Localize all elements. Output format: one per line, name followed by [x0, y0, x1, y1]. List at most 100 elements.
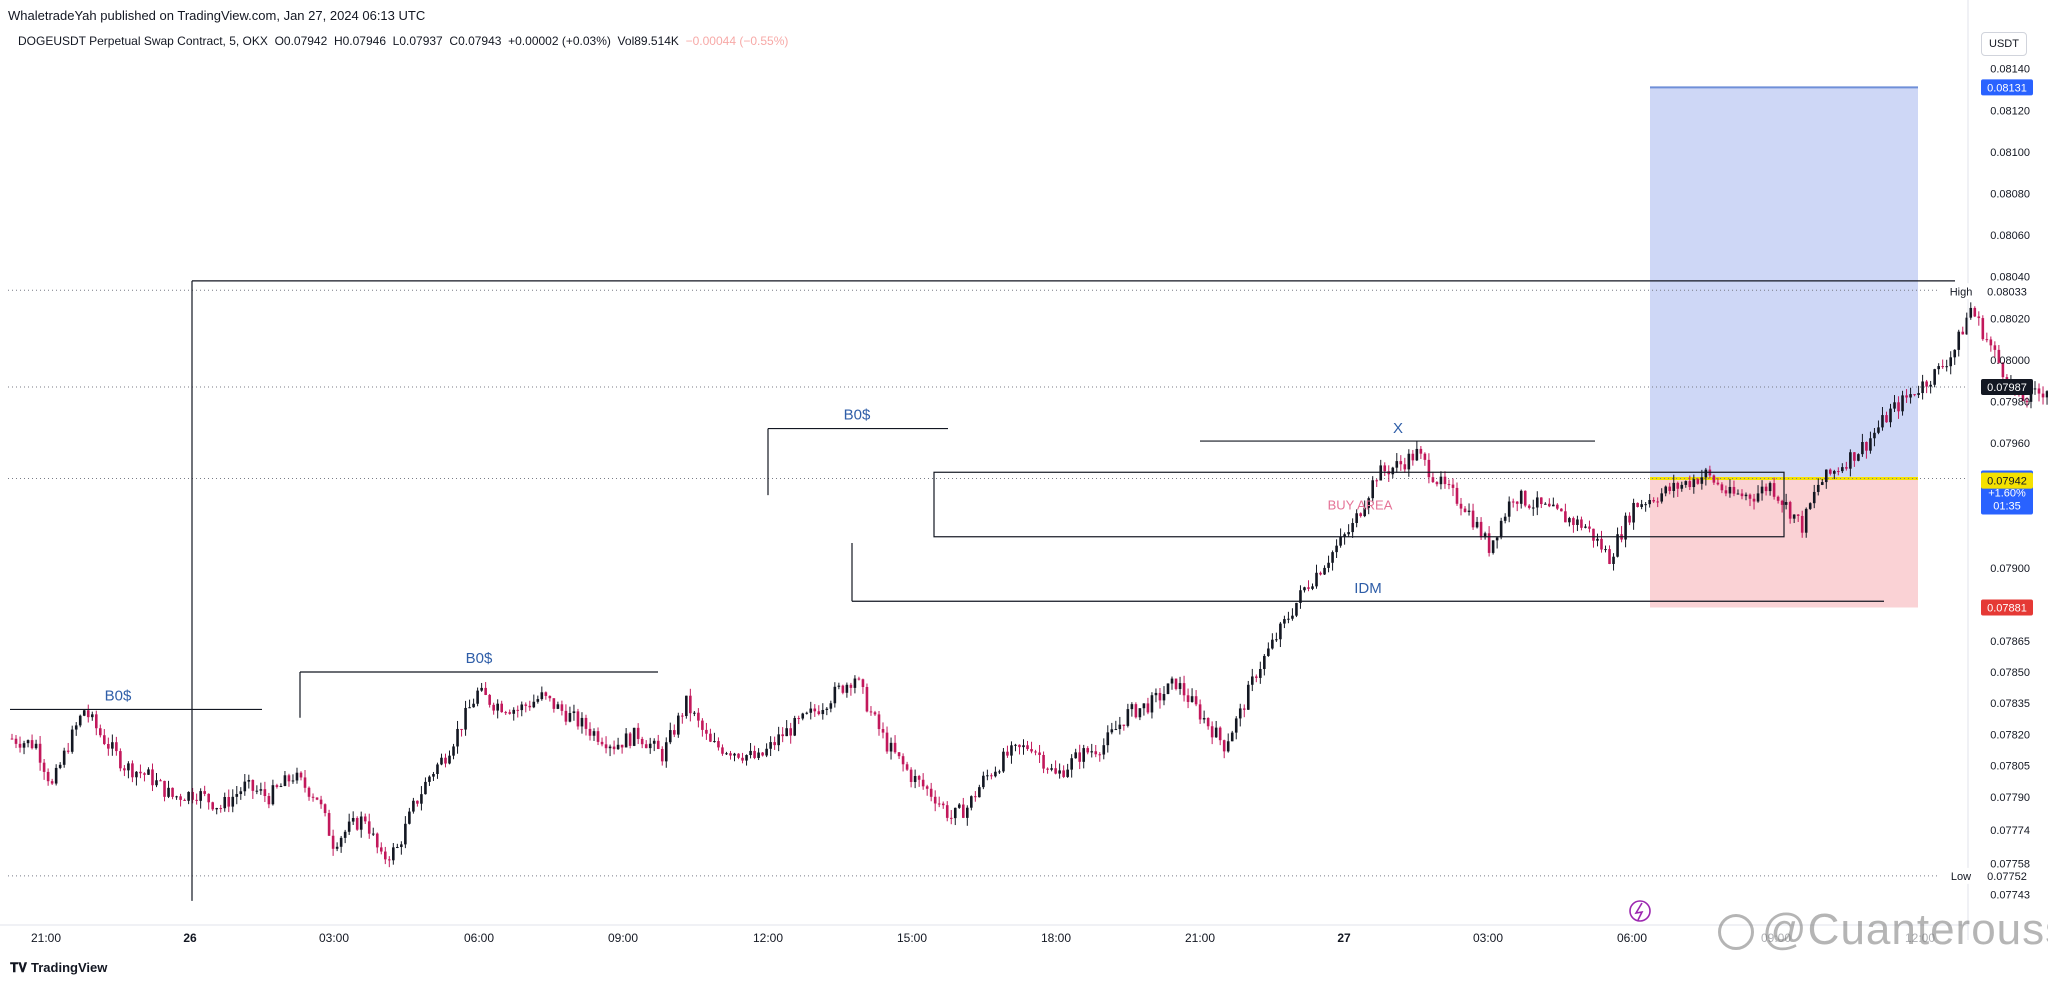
candle[interactable]	[1680, 484, 1684, 489]
candle[interactable]	[456, 728, 459, 747]
candle[interactable]	[42, 762, 46, 772]
candle[interactable]	[1985, 339, 1989, 341]
candle[interactable]	[548, 695, 552, 699]
candle[interactable]	[540, 692, 544, 700]
candle[interactable]	[961, 804, 965, 818]
target-zone[interactable]	[1650, 87, 1918, 479]
candle[interactable]	[1383, 465, 1387, 472]
candle[interactable]	[556, 704, 560, 709]
candle[interactable]	[1523, 490, 1527, 506]
candle[interactable]	[945, 805, 949, 818]
candle[interactable]	[1576, 519, 1579, 525]
candle[interactable]	[1816, 484, 1820, 492]
candle[interactable]	[1596, 538, 1599, 541]
candle[interactable]	[111, 742, 114, 749]
candle[interactable]	[1544, 503, 1547, 505]
candle[interactable]	[1403, 464, 1407, 470]
candle[interactable]	[1287, 618, 1290, 620]
candle[interactable]	[1263, 655, 1266, 670]
candle[interactable]	[1588, 526, 1591, 529]
candle[interactable]	[889, 742, 893, 752]
candle[interactable]	[127, 763, 130, 771]
candle[interactable]	[94, 714, 98, 729]
candle[interactable]	[1070, 758, 1073, 770]
candle[interactable]	[797, 718, 801, 720]
candle[interactable]	[1355, 513, 1358, 524]
candle[interactable]	[1006, 751, 1009, 756]
candle[interactable]	[1564, 511, 1567, 523]
candle[interactable]	[861, 679, 865, 688]
candle[interactable]	[885, 732, 889, 752]
candle[interactable]	[1792, 514, 1796, 519]
candle[interactable]	[1845, 467, 1848, 469]
candle[interactable]	[1222, 740, 1226, 752]
candle[interactable]	[167, 787, 170, 797]
candle[interactable]	[1600, 538, 1603, 550]
candle[interactable]	[404, 823, 407, 845]
candle[interactable]	[1804, 508, 1808, 533]
candle[interactable]	[769, 742, 772, 749]
candle[interactable]	[1833, 471, 1836, 474]
candle[interactable]	[729, 753, 732, 756]
candle[interactable]	[279, 785, 283, 787]
candle[interactable]	[1134, 704, 1138, 718]
candle[interactable]	[1162, 694, 1166, 701]
candle[interactable]	[536, 699, 540, 702]
candle[interactable]	[1226, 741, 1230, 752]
candle[interactable]	[343, 831, 347, 838]
candle[interactable]	[1720, 484, 1724, 491]
candle[interactable]	[1463, 508, 1467, 513]
candle[interactable]	[115, 742, 118, 752]
candle[interactable]	[243, 781, 247, 792]
candle[interactable]	[1407, 453, 1411, 470]
candle[interactable]	[424, 781, 427, 795]
candle[interactable]	[986, 775, 989, 777]
candle[interactable]	[34, 743, 38, 749]
candle[interactable]	[295, 772, 299, 781]
candle[interactable]	[1937, 366, 1940, 370]
candle[interactable]	[1752, 498, 1756, 502]
candle[interactable]	[231, 796, 235, 807]
candle[interactable]	[247, 779, 251, 782]
candle[interactable]	[1909, 394, 1912, 398]
candle[interactable]	[865, 687, 869, 712]
candle[interactable]	[1700, 477, 1704, 484]
currency-button[interactable]: USDT	[1981, 32, 2027, 56]
candle[interactable]	[452, 746, 455, 756]
candle[interactable]	[1487, 533, 1491, 553]
candle[interactable]	[1648, 500, 1651, 505]
candle[interactable]	[1869, 438, 1872, 451]
candle[interactable]	[30, 740, 34, 749]
candle[interactable]	[1154, 692, 1158, 696]
candle[interactable]	[119, 751, 122, 769]
candle[interactable]	[1676, 482, 1680, 489]
candle[interactable]	[1736, 493, 1740, 495]
candle[interactable]	[664, 742, 668, 762]
candle[interactable]	[287, 775, 291, 782]
candle[interactable]	[761, 752, 764, 756]
candle[interactable]	[580, 717, 584, 727]
candle[interactable]	[1018, 744, 1021, 748]
candle[interactable]	[1949, 357, 1953, 367]
candle[interactable]	[717, 741, 720, 748]
candle[interactable]	[990, 775, 993, 777]
candle[interactable]	[26, 740, 30, 744]
candle[interactable]	[1427, 459, 1431, 478]
candle[interactable]	[789, 728, 792, 736]
candle[interactable]	[693, 712, 696, 714]
candle[interactable]	[323, 804, 327, 814]
candle[interactable]	[375, 833, 379, 848]
candle[interactable]	[966, 807, 969, 818]
candle[interactable]	[1094, 751, 1098, 755]
candle[interactable]	[741, 757, 744, 761]
candle[interactable]	[1443, 476, 1447, 485]
candle[interactable]	[801, 713, 805, 719]
candle[interactable]	[303, 777, 307, 788]
candle[interactable]	[809, 708, 813, 713]
candle[interactable]	[1548, 503, 1551, 507]
candle[interactable]	[978, 787, 981, 798]
candle[interactable]	[1652, 500, 1655, 502]
candle[interactable]	[1584, 526, 1587, 528]
candle[interactable]	[1941, 366, 1944, 368]
